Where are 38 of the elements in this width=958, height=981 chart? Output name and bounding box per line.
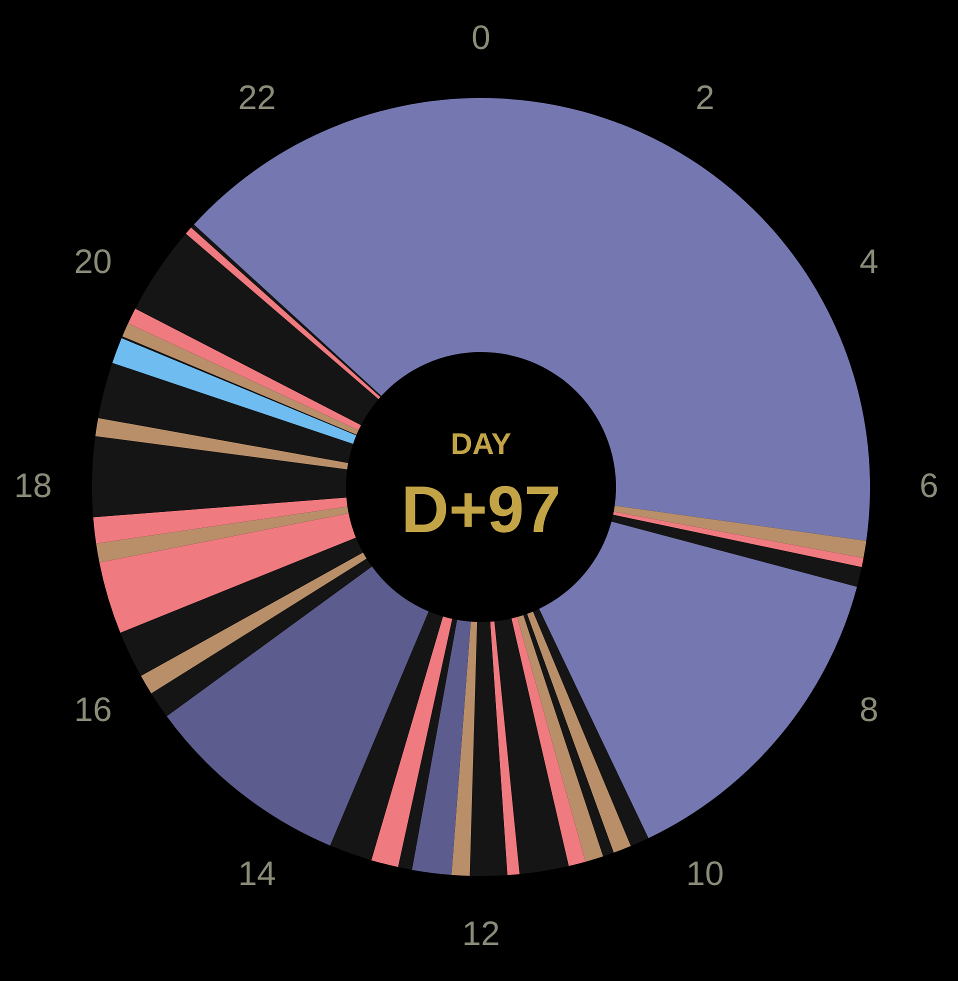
donut-slice [96, 506, 349, 563]
donut-slice [98, 362, 354, 464]
text: 10 [686, 854, 724, 893]
donut-slice [135, 234, 379, 426]
text: 14 [238, 854, 276, 893]
donut-slice [151, 558, 372, 716]
donut-slice [613, 512, 864, 568]
donut-slice [120, 538, 363, 676]
donut-slice [511, 617, 586, 866]
donut-slice [470, 622, 508, 876]
donut-slice [92, 436, 348, 518]
donut-slice [523, 614, 614, 856]
donut-slice [494, 618, 569, 874]
donut-slice [490, 621, 520, 876]
text: 8 [860, 691, 878, 729]
donut-slice [532, 608, 648, 846]
donut-slice [371, 616, 452, 868]
text: 16 [74, 691, 112, 729]
donut-slice [330, 611, 443, 860]
text: DAY [450, 428, 512, 461]
text: 22 [238, 79, 276, 118]
donut-slice [166, 566, 429, 846]
donut-slice [99, 513, 356, 633]
text: 2 [696, 79, 714, 118]
text: 20 [74, 243, 112, 281]
text: 0 [472, 19, 490, 57]
donut-slice [614, 506, 866, 558]
donut-slice [398, 618, 458, 870]
text: 6 [920, 467, 938, 505]
text: 18 [14, 467, 52, 505]
donut-slice [128, 308, 362, 430]
donut-slice [611, 514, 862, 587]
text: D+97 [401, 472, 561, 546]
donut-slice [412, 620, 471, 875]
donut-slice [140, 552, 367, 694]
text: 4 [860, 243, 878, 281]
text: 12 [462, 915, 500, 953]
donut-slice [93, 498, 348, 544]
